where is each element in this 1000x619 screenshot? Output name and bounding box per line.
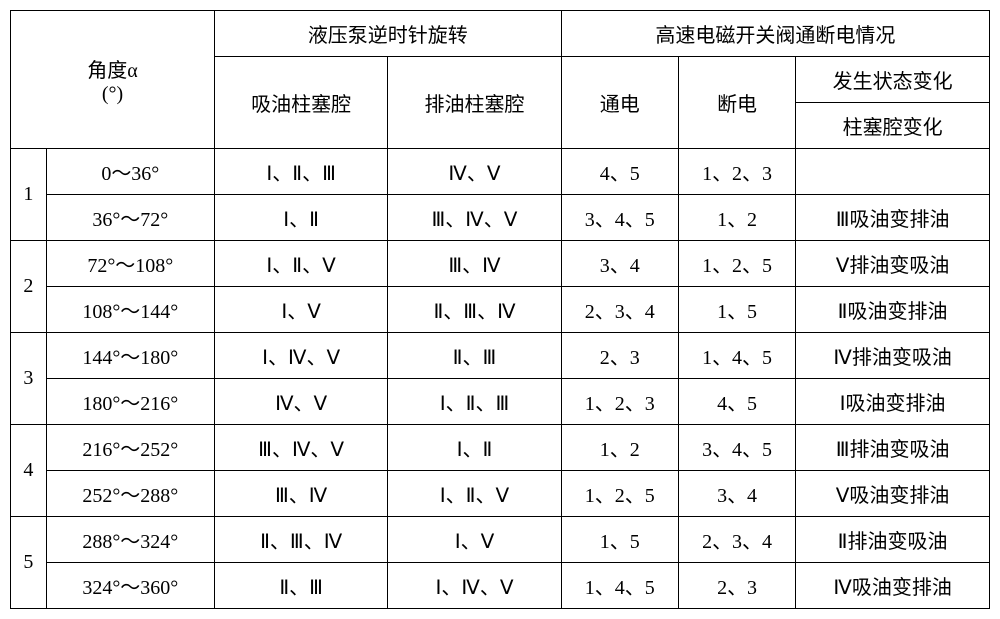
angle-label: 角度α — [87, 60, 137, 82]
angle-range: 288°～324° — [46, 517, 214, 563]
valve-off: 1、4、5 — [678, 333, 795, 379]
valve-off: 1、2、3 — [678, 149, 795, 195]
valve-on: 1、4、5 — [561, 563, 678, 609]
table-row: 252°～288°Ⅲ、ⅣⅠ、Ⅱ、Ⅴ1、2、53、4Ⅴ吸油变排油 — [11, 471, 990, 517]
angle-range: 36°～72° — [46, 195, 214, 241]
suction-cavity: Ⅰ、Ⅳ、Ⅴ — [214, 333, 387, 379]
discharge-cavity: Ⅲ、Ⅳ、Ⅴ — [388, 195, 561, 241]
valve-off: 4、5 — [678, 379, 795, 425]
angle-range: 216°～252° — [46, 425, 214, 471]
table-row: 36°～72°Ⅰ、ⅡⅢ、Ⅳ、Ⅴ3、4、51、2Ⅲ吸油变排油 — [11, 195, 990, 241]
table-row: 108°～144°Ⅰ、ⅤⅡ、Ⅲ、Ⅳ2、3、41、5Ⅱ吸油变排油 — [11, 287, 990, 333]
suction-cavity: Ⅱ、Ⅲ — [214, 563, 387, 609]
angle-range: 324°～360° — [46, 563, 214, 609]
header-off: 断电 — [678, 57, 795, 149]
angle-range: 0～36° — [46, 149, 214, 195]
pump-state-table: 角度α (°) 液压泵逆时针旋转 高速电磁开关阀通断电情况 吸油柱塞腔 排油柱塞… — [10, 10, 990, 609]
header-cavity-change: 柱塞腔变化 — [796, 103, 990, 149]
group-index: 4 — [11, 425, 47, 517]
suction-cavity: Ⅱ、Ⅲ、Ⅳ — [214, 517, 387, 563]
group-index: 3 — [11, 333, 47, 425]
header-state-change: 发生状态变化 — [796, 57, 990, 103]
header-pump-rotation: 液压泵逆时针旋转 — [214, 11, 561, 57]
discharge-cavity: Ⅰ、Ⅱ、Ⅲ — [388, 379, 561, 425]
header-angle: 角度α (°) — [11, 11, 215, 149]
state-change: Ⅳ吸油变排油 — [796, 563, 990, 609]
valve-off: 2、3、4 — [678, 517, 795, 563]
state-change: Ⅴ排油变吸油 — [796, 241, 990, 287]
valve-on: 2、3、4 — [561, 287, 678, 333]
discharge-cavity: Ⅱ、Ⅲ — [388, 333, 561, 379]
suction-cavity: Ⅰ、Ⅴ — [214, 287, 387, 333]
angle-range: 180°～216° — [46, 379, 214, 425]
header-valve-state: 高速电磁开关阀通断电情况 — [561, 11, 989, 57]
valve-on: 3、4、5 — [561, 195, 678, 241]
table-row: 4216°～252°Ⅲ、Ⅳ、ⅤⅠ、Ⅱ1、23、4、5Ⅲ排油变吸油 — [11, 425, 990, 471]
suction-cavity: Ⅲ、Ⅳ — [214, 471, 387, 517]
header-discharge: 排油柱塞腔 — [388, 57, 561, 149]
group-index: 1 — [11, 149, 47, 241]
suction-cavity: Ⅰ、Ⅱ、Ⅲ — [214, 149, 387, 195]
suction-cavity: Ⅰ、Ⅱ、Ⅴ — [214, 241, 387, 287]
table-row: 3144°～180°Ⅰ、Ⅳ、ⅤⅡ、Ⅲ2、31、4、5Ⅳ排油变吸油 — [11, 333, 990, 379]
valve-on: 3、4 — [561, 241, 678, 287]
discharge-cavity: Ⅲ、Ⅳ — [388, 241, 561, 287]
angle-unit: (°) — [102, 83, 123, 105]
valve-on: 1、2、3 — [561, 379, 678, 425]
header-on: 通电 — [561, 57, 678, 149]
state-change: Ⅱ吸油变排油 — [796, 287, 990, 333]
state-change: Ⅱ排油变吸油 — [796, 517, 990, 563]
valve-off: 1、5 — [678, 287, 795, 333]
discharge-cavity: Ⅰ、Ⅱ — [388, 425, 561, 471]
state-change: Ⅲ排油变吸油 — [796, 425, 990, 471]
angle-range: 144°～180° — [46, 333, 214, 379]
valve-off: 1、2 — [678, 195, 795, 241]
suction-cavity: Ⅲ、Ⅳ、Ⅴ — [214, 425, 387, 471]
valve-off: 3、4 — [678, 471, 795, 517]
header-suction: 吸油柱塞腔 — [214, 57, 387, 149]
angle-range: 108°～144° — [46, 287, 214, 333]
discharge-cavity: Ⅰ、Ⅴ — [388, 517, 561, 563]
state-change — [796, 149, 990, 195]
valve-on: 1、2 — [561, 425, 678, 471]
valve-on: 1、5 — [561, 517, 678, 563]
discharge-cavity: Ⅰ、Ⅳ、Ⅴ — [388, 563, 561, 609]
angle-range: 72°～108° — [46, 241, 214, 287]
state-change: Ⅰ吸油变排油 — [796, 379, 990, 425]
group-index: 5 — [11, 517, 47, 609]
valve-off: 3、4、5 — [678, 425, 795, 471]
table-row: 272°～108°Ⅰ、Ⅱ、ⅤⅢ、Ⅳ3、41、2、5Ⅴ排油变吸油 — [11, 241, 990, 287]
suction-cavity: Ⅳ、Ⅴ — [214, 379, 387, 425]
state-change: Ⅴ吸油变排油 — [796, 471, 990, 517]
table-row: 324°～360°Ⅱ、ⅢⅠ、Ⅳ、Ⅴ1、4、52、3Ⅳ吸油变排油 — [11, 563, 990, 609]
valve-on: 1、2、5 — [561, 471, 678, 517]
valve-off: 2、3 — [678, 563, 795, 609]
table-row: 5288°～324°Ⅱ、Ⅲ、ⅣⅠ、Ⅴ1、52、3、4Ⅱ排油变吸油 — [11, 517, 990, 563]
discharge-cavity: Ⅱ、Ⅲ、Ⅳ — [388, 287, 561, 333]
discharge-cavity: Ⅳ、Ⅴ — [388, 149, 561, 195]
table-row: 10～36°Ⅰ、Ⅱ、ⅢⅣ、Ⅴ4、51、2、3 — [11, 149, 990, 195]
discharge-cavity: Ⅰ、Ⅱ、Ⅴ — [388, 471, 561, 517]
valve-off: 1、2、5 — [678, 241, 795, 287]
suction-cavity: Ⅰ、Ⅱ — [214, 195, 387, 241]
angle-range: 252°～288° — [46, 471, 214, 517]
valve-on: 4、5 — [561, 149, 678, 195]
group-index: 2 — [11, 241, 47, 333]
table-row: 180°～216°Ⅳ、ⅤⅠ、Ⅱ、Ⅲ1、2、34、5Ⅰ吸油变排油 — [11, 379, 990, 425]
state-change: Ⅳ排油变吸油 — [796, 333, 990, 379]
state-change: Ⅲ吸油变排油 — [796, 195, 990, 241]
valve-on: 2、3 — [561, 333, 678, 379]
